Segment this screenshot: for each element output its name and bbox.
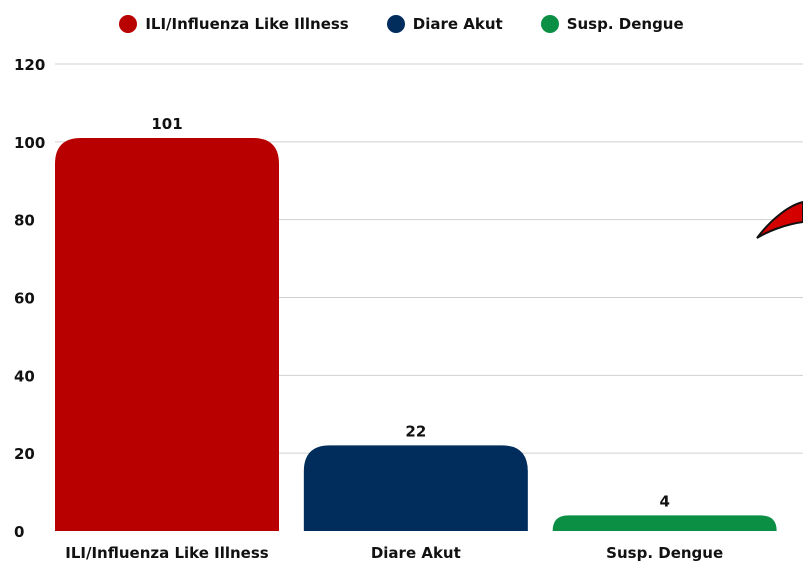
y-tick-label: 0 [14, 523, 24, 541]
legend-label: ILI/Influenza Like Illness [145, 15, 349, 33]
category-labels: ILI/Influenza Like Illness Diare Akut Susp… [65, 544, 723, 562]
legend-label: Diare Akut [412, 15, 503, 33]
bar[interactable] [303, 445, 528, 531]
legend-item[interactable]: Diare Akut [386, 15, 503, 33]
decorative-logo-fragment [756, 200, 803, 239]
legend-swatch [540, 15, 559, 33]
value-label: 22 [405, 422, 426, 440]
category-label: Diare Akut [371, 544, 461, 562]
bar[interactable] [552, 515, 777, 531]
legend-swatch [119, 15, 138, 33]
y-tick-label: 40 [14, 367, 35, 385]
y-tick-label: 120 [14, 56, 45, 74]
category-label: ILI/Influenza Like Illness [65, 544, 268, 562]
bar[interactable] [55, 137, 279, 532]
y-tick-label: 80 [14, 212, 35, 230]
legend-item[interactable]: ILI/Influenza Like Illness [119, 15, 349, 33]
y-tick-label: 60 [14, 290, 35, 308]
value-label: 101 [151, 115, 182, 133]
legend-swatch [386, 15, 405, 33]
y-tick-label: 100 [14, 134, 45, 152]
value-label: 4 [659, 492, 669, 510]
bars [55, 137, 777, 532]
legend-item[interactable]: Susp. Dengue [540, 15, 684, 33]
y-tick-label: 20 [14, 445, 35, 463]
chart-legend: ILI/Influenza Like Illness Diare Akut Susp… [0, 10, 803, 38]
legend-label: Susp. Dengue [566, 15, 684, 33]
y-axis-ticks: 0 20 40 60 80 100 120 [14, 56, 45, 541]
value-labels: 101 22 4 [151, 115, 670, 510]
category-label: Susp. Dengue [606, 544, 723, 562]
